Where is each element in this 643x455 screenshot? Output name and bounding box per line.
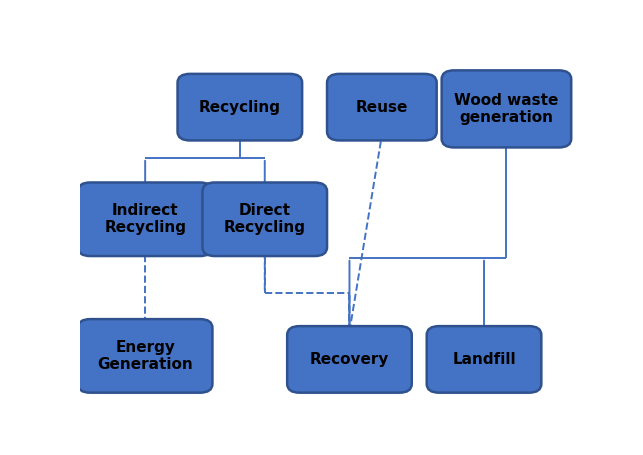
FancyBboxPatch shape	[287, 326, 412, 393]
Text: Reuse: Reuse	[356, 100, 408, 115]
Text: Landfill: Landfill	[452, 352, 516, 367]
FancyBboxPatch shape	[427, 326, 541, 393]
FancyBboxPatch shape	[177, 74, 302, 141]
Text: Energy
Generation: Energy Generation	[97, 340, 193, 372]
FancyBboxPatch shape	[442, 71, 571, 147]
Text: Recovery: Recovery	[310, 352, 389, 367]
FancyBboxPatch shape	[78, 319, 212, 393]
Text: Indirect
Recycling: Indirect Recycling	[104, 203, 186, 236]
FancyBboxPatch shape	[203, 182, 327, 256]
Text: Direct
Recycling: Direct Recycling	[224, 203, 306, 236]
Text: Wood waste
generation: Wood waste generation	[454, 93, 559, 125]
FancyBboxPatch shape	[78, 182, 212, 256]
Text: Recycling: Recycling	[199, 100, 281, 115]
FancyBboxPatch shape	[327, 74, 437, 141]
